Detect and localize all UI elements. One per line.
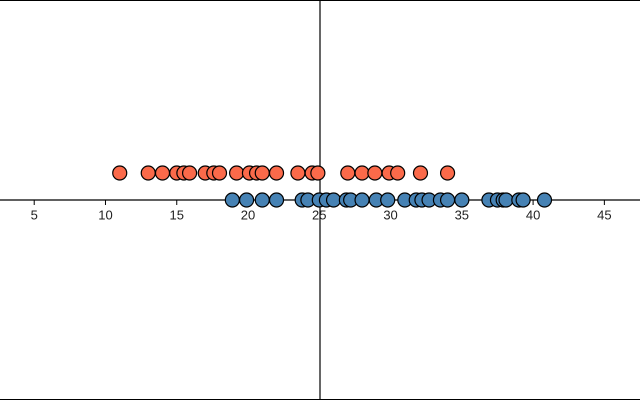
point	[211, 165, 228, 181]
point	[154, 165, 171, 181]
point	[536, 192, 553, 208]
point	[181, 165, 198, 181]
x-tick-label: 40	[526, 207, 540, 222]
x-tick-label: 35	[455, 207, 469, 222]
point	[340, 165, 356, 181]
x-tick-label: 25	[312, 207, 326, 222]
point	[454, 192, 470, 208]
point	[439, 165, 456, 181]
point	[140, 165, 156, 181]
x-tick-label: 10	[98, 207, 112, 222]
point	[380, 192, 396, 208]
x-tick-label: 20	[241, 207, 255, 222]
point	[439, 192, 456, 208]
point	[310, 165, 326, 181]
x-tick-label: 30	[383, 207, 397, 222]
point	[498, 192, 514, 208]
point	[354, 165, 370, 181]
x-tick-label: 15	[170, 207, 184, 222]
point	[412, 165, 429, 181]
point	[390, 165, 406, 181]
point	[229, 165, 245, 181]
point	[112, 165, 128, 181]
point	[354, 192, 370, 208]
point	[367, 165, 383, 181]
point	[268, 165, 285, 181]
point	[515, 192, 531, 208]
point	[238, 192, 255, 208]
x-tick-label: 5	[31, 207, 38, 222]
x-tick-label: 45	[597, 207, 611, 222]
point	[325, 192, 342, 208]
point	[254, 192, 270, 208]
point	[254, 165, 270, 181]
point	[268, 192, 285, 208]
point	[290, 165, 306, 181]
point	[224, 192, 240, 208]
